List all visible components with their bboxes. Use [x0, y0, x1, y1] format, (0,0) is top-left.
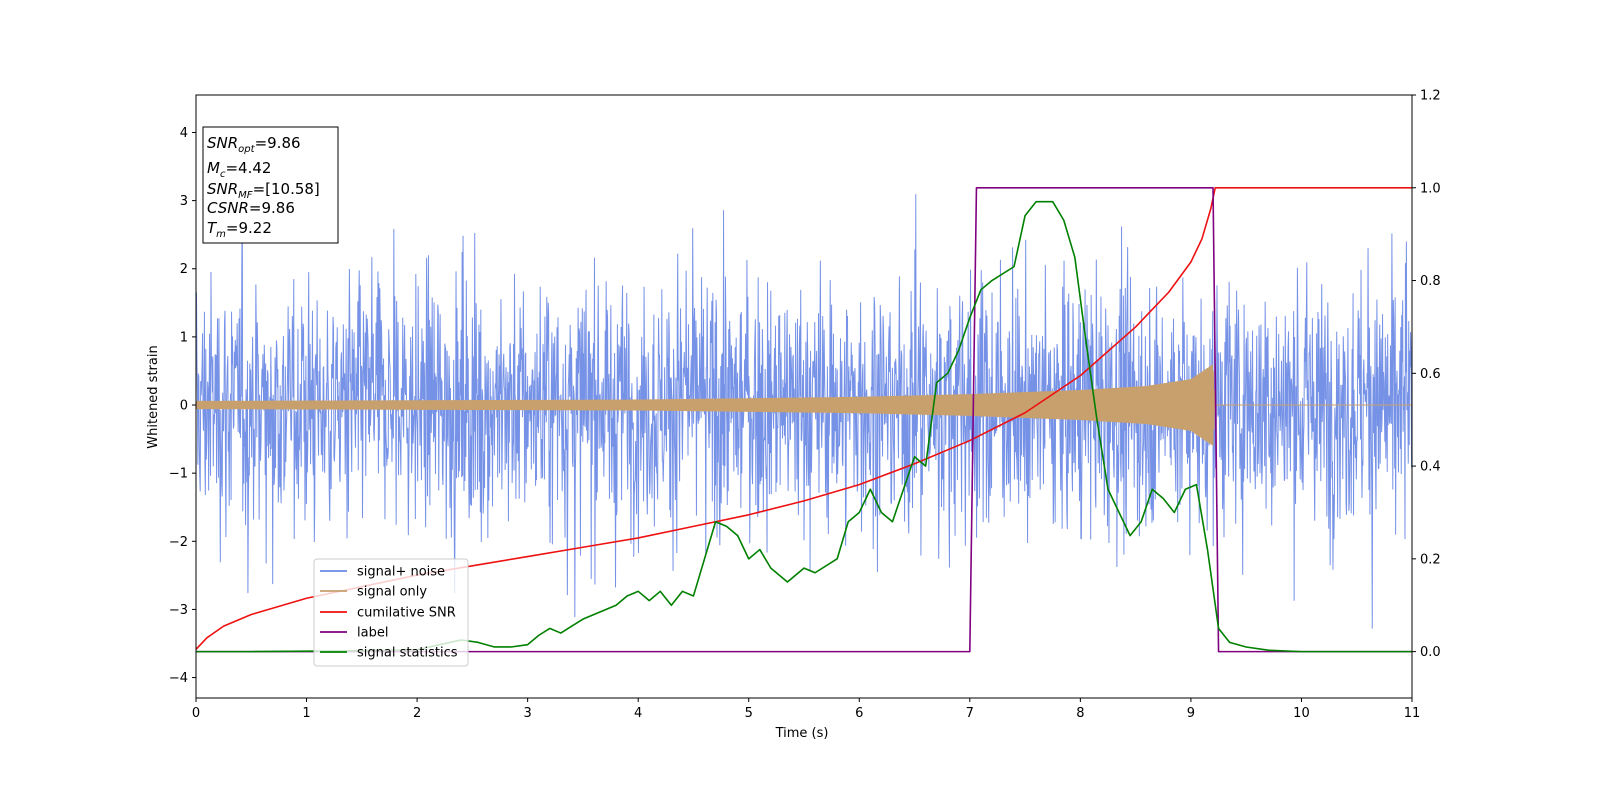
snr-opt-text: SNRopt=9.86 — [207, 134, 301, 155]
tm-text: Tm=9.22 — [207, 219, 272, 240]
legend-label: signal statistics — [357, 646, 458, 661]
y2-tick-label: 0.6 — [1420, 367, 1441, 382]
info-box: SNRopt=9.86 Mc=4.42 SNRMF=[10.58] CSNR=9… — [202, 126, 339, 244]
x-tick-label: 9 — [1187, 706, 1195, 721]
y-tick-label: −2 — [169, 535, 188, 550]
y2-tick-label: 1.2 — [1420, 89, 1441, 104]
y-tick-label: −3 — [169, 603, 188, 618]
y2-tick-label: 0.2 — [1420, 552, 1441, 567]
y-axis-label: Whitened strain — [146, 345, 161, 448]
y-tick-label: 2 — [180, 262, 188, 277]
y2-tick-label: 0.8 — [1420, 274, 1441, 289]
y-tick-label: 1 — [180, 330, 188, 345]
x-tick-label: 5 — [745, 706, 753, 721]
x-axis: 0 1 2 3 4 5 6 7 8 9 10 11 — [192, 698, 1420, 721]
y-axis-left: −4 −3 −2 −1 0 1 2 3 4 — [169, 126, 196, 686]
x-tick-label: 11 — [1404, 706, 1421, 721]
x-tick-label: 10 — [1293, 706, 1310, 721]
series-signal-statistics — [196, 200, 1412, 653]
csnr-text: CSNR=9.86 — [207, 199, 295, 217]
y2-tick-label: 0.0 — [1420, 645, 1441, 660]
y-axis-right: 0.0 0.2 0.4 0.6 0.8 1.0 1.2 — [1412, 89, 1441, 660]
x-tick-label: 1 — [302, 706, 310, 721]
x-tick-label: 8 — [1076, 706, 1084, 721]
x-tick-label: 2 — [413, 706, 421, 721]
x-axis-label: Time (s) — [775, 726, 829, 741]
y2-tick-label: 1.0 — [1420, 181, 1441, 196]
mc-text: Mc=4.42 — [207, 159, 271, 180]
plot-frame — [195, 94, 1413, 699]
x-tick-label: 7 — [966, 706, 974, 721]
legend-label: label — [357, 626, 388, 641]
y-tick-label: 4 — [180, 126, 188, 141]
x-tick-label: 0 — [192, 706, 200, 721]
legend: signal+ noise signal only cumilative SNR la… — [313, 558, 469, 667]
y2-tick-label: 0.4 — [1420, 460, 1441, 475]
y-tick-label: −4 — [169, 671, 188, 686]
series-signal-only — [196, 364, 1412, 446]
info-box-frame — [202, 126, 339, 244]
legend-label: cumilative SNR — [357, 606, 456, 621]
x-tick-label: 6 — [855, 706, 863, 721]
y-tick-label: 3 — [180, 194, 188, 209]
x-tick-label: 3 — [523, 706, 531, 721]
y-tick-label: 0 — [180, 399, 188, 414]
legend-label: signal only — [357, 585, 427, 600]
legend-label: signal+ noise — [357, 565, 445, 580]
legend-frame — [313, 558, 469, 667]
snr-mf-text: SNRMF=[10.58] — [207, 180, 320, 201]
y-tick-label: −1 — [169, 467, 188, 482]
series-label — [196, 186, 1412, 653]
x-tick-label: 4 — [634, 706, 642, 721]
